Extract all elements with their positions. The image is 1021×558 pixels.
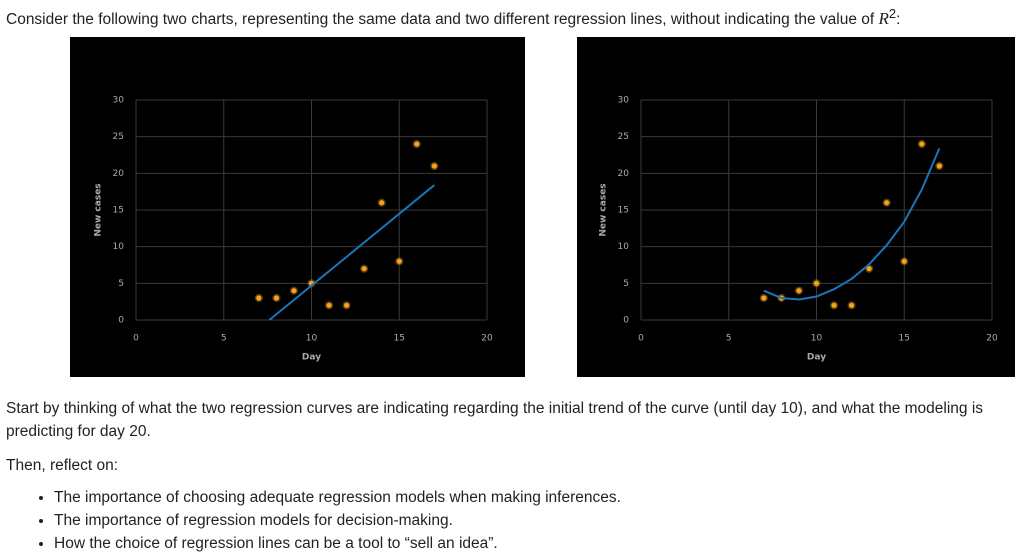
point bbox=[430, 161, 439, 171]
y-tick-label: 0 bbox=[118, 316, 124, 326]
x-tick-label: 10 bbox=[811, 334, 823, 344]
chart: 0 5 10 15 20 25 30 0 5 10 15 20 Day New cases bbox=[70, 37, 525, 377]
point bbox=[289, 286, 299, 295]
regression-line bbox=[268, 184, 435, 321]
point bbox=[865, 264, 874, 273]
point bbox=[812, 279, 821, 288]
point bbox=[917, 139, 926, 149]
point bbox=[395, 257, 404, 266]
intro-end: : bbox=[896, 11, 901, 29]
point bbox=[254, 293, 263, 303]
y-axis-label: New cases bbox=[94, 183, 104, 236]
y-tick-label: 15 bbox=[113, 206, 124, 216]
intro: Consider the following two charts, repre… bbox=[6, 2, 900, 31]
x-tick-label: 15 bbox=[394, 334, 405, 344]
y-tick-label: 5 bbox=[118, 279, 124, 289]
y-tick-label: 30 bbox=[113, 96, 125, 106]
x-tick-label: 0 bbox=[133, 334, 139, 344]
y-tick-label: 20 bbox=[113, 169, 125, 179]
x-tick-label: 5 bbox=[726, 334, 732, 344]
point bbox=[377, 198, 386, 207]
point bbox=[360, 264, 369, 273]
x-axis-label: Day bbox=[807, 353, 826, 363]
x-tick-label: 20 bbox=[481, 334, 493, 344]
y-tick-label: 15 bbox=[618, 206, 629, 216]
point bbox=[900, 257, 909, 266]
point bbox=[935, 161, 944, 171]
superscript: 2 bbox=[888, 6, 897, 21]
point bbox=[882, 198, 891, 207]
bullet: How the choice of regression lines can b… bbox=[54, 532, 621, 555]
point bbox=[829, 301, 839, 310]
point bbox=[847, 301, 856, 310]
y-tick-label: 10 bbox=[113, 242, 125, 252]
point bbox=[759, 293, 768, 303]
point bbox=[794, 286, 804, 295]
bullet-list: The importance of choosing adequate regr… bbox=[34, 486, 621, 555]
y-tick-label: 5 bbox=[623, 279, 629, 289]
y-tick-label: 0 bbox=[623, 316, 629, 326]
chart: 0 5 10 15 20 25 30 0 5 10 15 20 Day New cases bbox=[577, 37, 1015, 377]
paragraph: Start by thinking of what the two regres… bbox=[6, 400, 984, 440]
point bbox=[272, 293, 281, 303]
y-tick-label: 20 bbox=[618, 169, 630, 179]
x-tick-label: 15 bbox=[899, 334, 910, 344]
bullet: The importance of choosing adequate regr… bbox=[54, 486, 621, 509]
y-axis-label: New cases bbox=[599, 183, 609, 236]
paragraph: Then, reflect on: bbox=[6, 457, 119, 474]
y-tick-label: 10 bbox=[618, 242, 630, 252]
x-tick-label: 20 bbox=[986, 334, 998, 344]
point bbox=[324, 301, 334, 310]
y-tick-label: 25 bbox=[618, 132, 629, 142]
point bbox=[342, 301, 351, 310]
regression-line bbox=[763, 148, 941, 301]
y-tick-label: 30 bbox=[618, 96, 630, 106]
point bbox=[412, 139, 421, 149]
x-axis-label: Day bbox=[302, 353, 321, 363]
x-tick-label: 10 bbox=[306, 334, 318, 344]
y-tick-label: 25 bbox=[113, 132, 124, 142]
x-tick-label: 5 bbox=[221, 334, 227, 344]
x-tick-label: 0 bbox=[638, 334, 644, 344]
bullet: The importance of regression models for … bbox=[54, 509, 621, 532]
math: R bbox=[878, 9, 889, 29]
intro-text: Consider the following two charts, repre… bbox=[6, 11, 879, 29]
